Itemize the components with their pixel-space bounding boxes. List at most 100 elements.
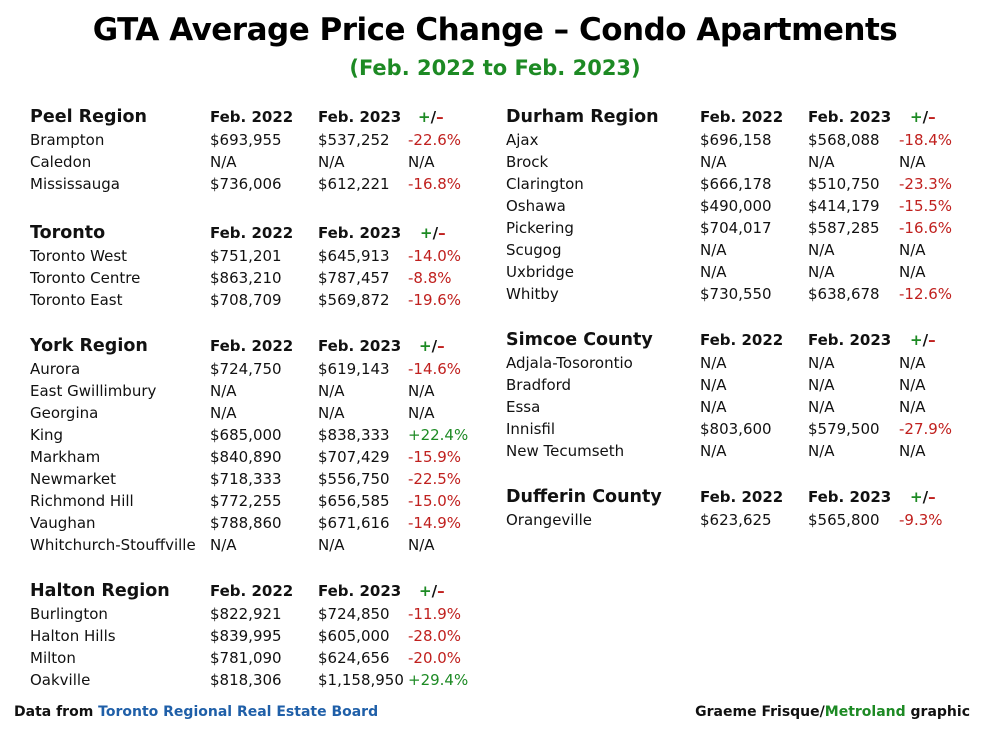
price-feb-2023: N/A [808, 261, 835, 283]
column-header-feb-2023: Feb. 2023 [318, 221, 401, 245]
column-header-feb-2023: Feb. 2023 [808, 485, 891, 509]
area-name: King [30, 424, 63, 446]
price-feb-2022: $751,201 [210, 245, 282, 267]
price-change: -11.9% [408, 603, 461, 625]
plus-sign: + [910, 488, 923, 506]
region-header-row: Durham Region Feb. 2022 Feb. 2023 +/– [506, 105, 961, 129]
minus-sign: – [437, 582, 445, 600]
price-feb-2022: $822,921 [210, 603, 282, 625]
table-row: Toronto West $751,201 $645,913 -14.0% [30, 245, 485, 267]
area-name: Uxbridge [506, 261, 574, 283]
price-change: -23.3% [899, 173, 952, 195]
region-header-row: Dufferin County Feb. 2022 Feb. 2023 +/– [506, 485, 961, 509]
price-feb-2022: $704,017 [700, 217, 772, 239]
price-change: N/A [899, 440, 926, 462]
table-row: Whitchurch-Stouffville N/A N/A N/A [30, 534, 485, 556]
price-feb-2023: $565,800 [808, 509, 880, 531]
price-feb-2023: $671,616 [318, 512, 390, 534]
price-feb-2023: $612,221 [318, 173, 390, 195]
plus-sign: + [910, 108, 923, 126]
table-row: East Gwillimbury N/A N/A N/A [30, 380, 485, 402]
minus-sign: – [928, 488, 936, 506]
table-row: Mississauga $736,006 $612,221 -16.8% [30, 173, 485, 195]
price-change: -9.3% [899, 509, 943, 531]
column-header-change: +/– [419, 334, 445, 358]
plus-sign: + [419, 582, 432, 600]
column-header-feb-2022: Feb. 2022 [210, 105, 293, 129]
price-change: +29.4% [408, 669, 468, 691]
price-feb-2023: $787,457 [318, 267, 390, 289]
price-feb-2022: $840,890 [210, 446, 282, 468]
price-feb-2023: $638,678 [808, 283, 880, 305]
region-block: Peel Region Feb. 2022 Feb. 2023 +/– Brampton… [30, 105, 485, 195]
price-change: N/A [899, 396, 926, 418]
price-feb-2023: $414,179 [808, 195, 880, 217]
price-feb-2022: N/A [210, 380, 237, 402]
table-row: Oakville $818,306 $1,158,950 +29.4% [30, 669, 485, 691]
price-feb-2023: N/A [808, 239, 835, 261]
price-change: -22.5% [408, 468, 461, 490]
column-header-change: +/– [420, 221, 446, 245]
table-row: Scugog N/A N/A N/A [506, 239, 961, 261]
region-header-row: Halton Region Feb. 2022 Feb. 2023 +/– [30, 579, 485, 603]
table-row: Toronto Centre $863,210 $787,457 -8.8% [30, 267, 485, 289]
price-change: -27.9% [899, 418, 952, 440]
price-feb-2022: N/A [700, 352, 727, 374]
price-feb-2022: $788,860 [210, 512, 282, 534]
table-row: Markham $840,890 $707,429 -15.9% [30, 446, 485, 468]
price-feb-2022: $839,995 [210, 625, 282, 647]
price-change: -14.9% [408, 512, 461, 534]
table-row: Essa N/A N/A N/A [506, 396, 961, 418]
column-header-feb-2023: Feb. 2023 [318, 105, 401, 129]
price-feb-2023: $838,333 [318, 424, 390, 446]
column-header-feb-2023: Feb. 2023 [318, 334, 401, 358]
area-name: Toronto Centre [30, 267, 140, 289]
region-header-row: York Region Feb. 2022 Feb. 2023 +/– [30, 334, 485, 358]
table-row: Halton Hills $839,995 $605,000 -28.0% [30, 625, 485, 647]
column-header-feb-2022: Feb. 2022 [700, 328, 783, 352]
plus-sign: + [420, 224, 433, 242]
price-change: -8.8% [408, 267, 452, 289]
table-row: New Tecumseth N/A N/A N/A [506, 440, 961, 462]
area-name: Aurora [30, 358, 80, 380]
price-change: -15.5% [899, 195, 952, 217]
table-row: Brock N/A N/A N/A [506, 151, 961, 173]
area-name: Mississauga [30, 173, 120, 195]
price-feb-2022: $623,625 [700, 509, 772, 531]
price-change: N/A [408, 402, 435, 424]
table-row: Uxbridge N/A N/A N/A [506, 261, 961, 283]
table-row: Oshawa $490,000 $414,179 -15.5% [506, 195, 961, 217]
table-row: Caledon N/A N/A N/A [30, 151, 485, 173]
area-name: Richmond Hill [30, 490, 134, 512]
price-feb-2023: N/A [318, 151, 345, 173]
area-name: Georgina [30, 402, 98, 424]
price-feb-2022: N/A [700, 239, 727, 261]
price-change: -18.4% [899, 129, 952, 151]
table-row: Whitby $730,550 $638,678 -12.6% [506, 283, 961, 305]
table-row: King $685,000 $838,333 +22.4% [30, 424, 485, 446]
price-change: -16.8% [408, 173, 461, 195]
price-feb-2023: $645,913 [318, 245, 390, 267]
minus-sign: – [928, 108, 936, 126]
price-feb-2023: N/A [318, 534, 345, 556]
table-row: Georgina N/A N/A N/A [30, 402, 485, 424]
region-block: York Region Feb. 2022 Feb. 2023 +/– Aurora $7… [30, 334, 485, 556]
column-header-feb-2023: Feb. 2023 [808, 105, 891, 129]
region-name: Halton Region [30, 579, 170, 603]
area-name: Scugog [506, 239, 562, 261]
graphic-credit: Graeme Frisque/Metroland graphic [695, 704, 970, 720]
area-name: Markham [30, 446, 100, 468]
table-row: Pickering $704,017 $587,285 -16.6% [506, 217, 961, 239]
price-feb-2022: $772,255 [210, 490, 282, 512]
table-row: Burlington $822,921 $724,850 -11.9% [30, 603, 485, 625]
minus-sign: – [928, 331, 936, 349]
price-feb-2022: N/A [700, 396, 727, 418]
price-feb-2023: $619,143 [318, 358, 390, 380]
price-feb-2022: $863,210 [210, 267, 282, 289]
price-feb-2022: $666,178 [700, 173, 772, 195]
price-feb-2022: $718,333 [210, 468, 282, 490]
price-feb-2022: $781,090 [210, 647, 282, 669]
column-header-change: +/– [910, 328, 936, 352]
price-feb-2022: $685,000 [210, 424, 282, 446]
price-change: -22.6% [408, 129, 461, 151]
